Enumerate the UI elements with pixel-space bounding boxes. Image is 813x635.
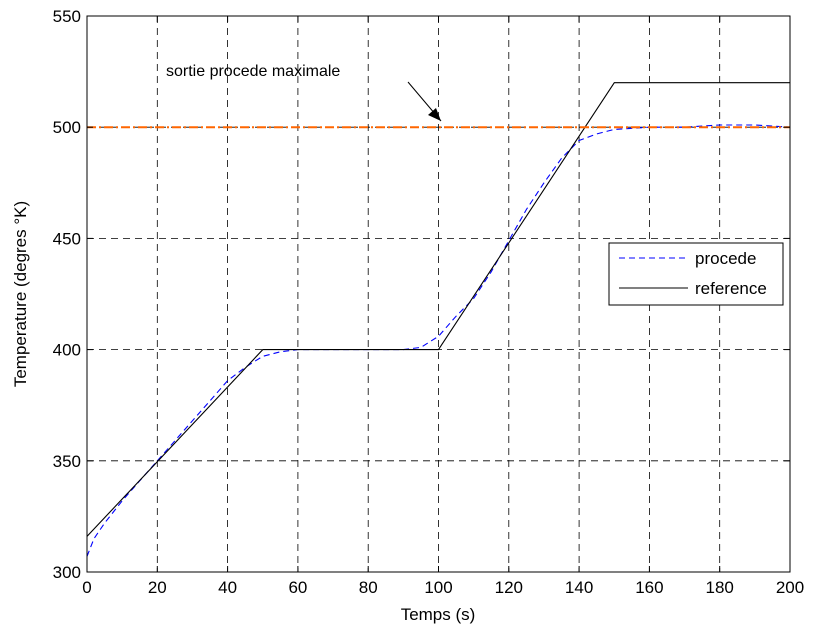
x-tick-label: 180 — [706, 578, 734, 597]
x-tick-label: 200 — [776, 578, 804, 597]
x-tick-label: 120 — [495, 578, 523, 597]
y-tick-label: 500 — [53, 118, 81, 137]
legend: procede reference — [608, 242, 784, 306]
series-line-reference — [86, 82, 790, 537]
x-axis-label: Temps (s) — [401, 605, 476, 624]
x-tick-label: 140 — [565, 578, 593, 597]
ticks: 0 20 40 60 80 100 120 140 160 180 200 300 350 400 450 5… — [53, 7, 805, 597]
series-layer — [86, 82, 791, 557]
x-tick-label: 100 — [424, 578, 452, 597]
y-tick-label: 450 — [53, 229, 81, 248]
y-tick-label: 300 — [53, 563, 81, 582]
x-tick-label: 60 — [288, 578, 307, 597]
x-tick-label: 40 — [218, 578, 237, 597]
x-tick-label: 80 — [359, 578, 378, 597]
annotation-text: sortie procede maximale — [166, 63, 340, 80]
y-tick-label: 400 — [53, 341, 81, 360]
x-tick-label: 0 — [82, 578, 91, 597]
legend-label-procede: procede — [695, 249, 756, 268]
y-tick-label: 550 — [53, 7, 81, 26]
y-tick-label: 350 — [53, 452, 81, 471]
y-axis-label: Temperature (degres °K) — [11, 201, 30, 387]
annotation: sortie procede maximale — [166, 63, 442, 122]
x-tick-label: 160 — [635, 578, 663, 597]
x-tick-label: 20 — [148, 578, 167, 597]
legend-label-reference: reference — [695, 279, 767, 298]
legend-box — [608, 242, 784, 306]
annotation-arrowhead — [428, 108, 441, 121]
